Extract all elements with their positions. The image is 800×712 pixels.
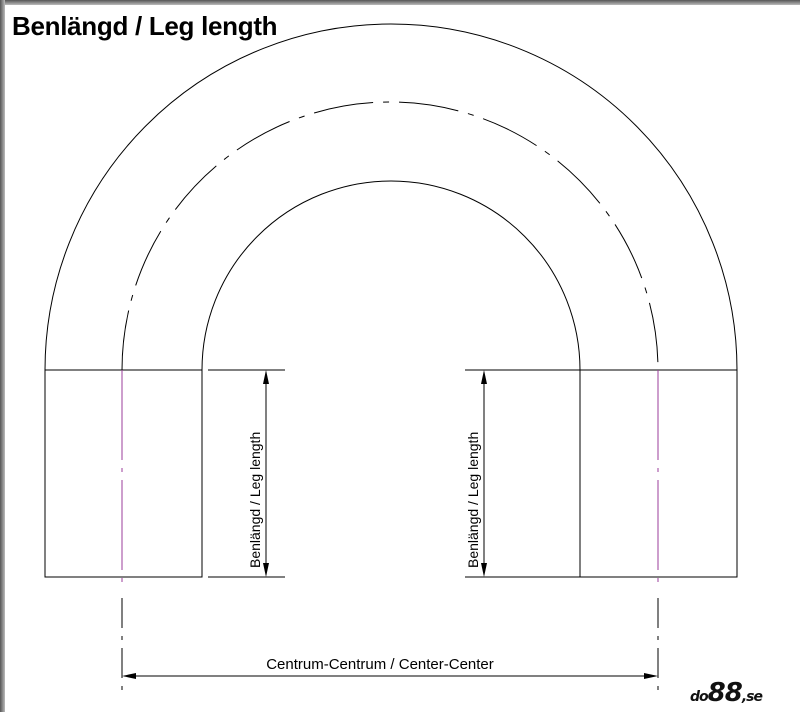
arrow-head [263, 563, 269, 577]
arrow-head [481, 563, 487, 577]
inner-arc [201, 180, 581, 371]
page-title: Benlängd / Leg length [12, 11, 278, 41]
right-leg-label: Benlängd / Leg length [465, 432, 481, 568]
arrow-head [481, 370, 487, 384]
arrow-head [122, 673, 136, 679]
outer-arc [44, 23, 738, 371]
arrow-head [644, 673, 658, 679]
frame-border-top [0, 0, 800, 5]
frame-border-left [0, 0, 5, 712]
arrow-head [263, 370, 269, 384]
left-leg-label: Benlängd / Leg length [247, 432, 263, 568]
center-center-label: Centrum-Centrum / Center-Center [266, 656, 494, 673]
centerline-arc [121, 101, 659, 371]
left-leg [44, 369, 203, 578]
do88-logo: do88,se [690, 678, 763, 708]
